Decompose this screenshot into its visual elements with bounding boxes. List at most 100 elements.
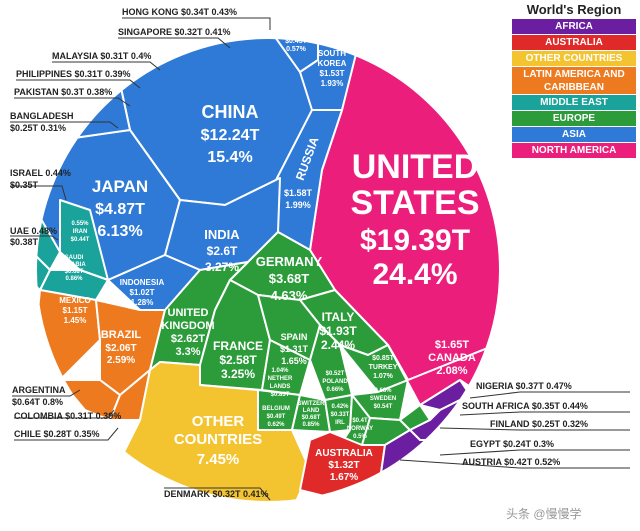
callout-egypt: EGYPT $0.24T 0.3% bbox=[470, 439, 554, 449]
label-no-share: 0.5% bbox=[353, 434, 367, 440]
label-ca-value: $1.65T bbox=[435, 339, 470, 351]
callout-south-africa: SOUTH AFRICA $0.35T 0.44% bbox=[462, 401, 588, 411]
label-nl-name2: LANDS bbox=[270, 384, 291, 390]
label-th-share: 0.57% bbox=[286, 46, 307, 53]
label-nl-share: 1.04% bbox=[271, 368, 289, 374]
label-se-name: SWEDEN bbox=[370, 396, 396, 402]
label-cn-share: 15.4% bbox=[207, 149, 252, 166]
label-it-value: $1.93T bbox=[319, 324, 357, 338]
label-es-value: $1.31T bbox=[280, 344, 309, 354]
callout-uae-value: $0.38T bbox=[10, 237, 39, 247]
label-nl-name1: NETHER bbox=[268, 376, 293, 382]
inside-labels: UNITED STATES $19.39T 24.4% CHINA $12.24… bbox=[59, 30, 479, 483]
label-kr-name2: KOREA bbox=[318, 59, 347, 68]
label-be-value: $0.49T bbox=[267, 414, 286, 420]
label-au-value: $1.32T bbox=[328, 460, 359, 471]
label-be-share: 0.62% bbox=[267, 422, 285, 428]
label-ch-share: 0.85% bbox=[302, 422, 320, 428]
label-cn-name: CHINA bbox=[202, 102, 259, 122]
label-sa-name1: SAUDI bbox=[65, 255, 84, 261]
label-tr-share: 1.07% bbox=[373, 373, 394, 380]
callout-israel-value: $0.35T bbox=[10, 180, 39, 190]
label-th-value: $0.45T bbox=[285, 38, 308, 45]
label-ir-value: $0.44T bbox=[71, 237, 90, 243]
label-fr-share: 3.25% bbox=[221, 367, 255, 381]
legend-item-north-america: NORTH AMERICA bbox=[512, 143, 636, 159]
label-uk-name1: UNITED bbox=[168, 307, 209, 319]
legend-item-europe: EUROPE bbox=[512, 111, 636, 127]
callout-bangladesh-name: BANGLADESH bbox=[10, 111, 74, 121]
label-se-share: 0.68% bbox=[374, 388, 392, 394]
callout-hong-kong: HONG KONG $0.34T 0.43% bbox=[122, 7, 237, 17]
callout-singapore: SINGAPORE $0.32T 0.41% bbox=[118, 27, 231, 37]
label-us-name1: UNITED bbox=[352, 148, 479, 186]
callout-lines bbox=[10, 17, 630, 501]
label-es-share: 1.65% bbox=[281, 356, 307, 366]
legend-title: World's Region bbox=[526, 2, 622, 17]
label-de-name: GERMANY bbox=[256, 254, 323, 269]
label-no-value: $0.4T bbox=[352, 418, 368, 424]
label-br-name: BRAZIL bbox=[101, 329, 142, 341]
label-jp-value: $4.87T bbox=[95, 201, 145, 218]
label-uk-share: 3.3% bbox=[175, 346, 200, 358]
label-us-value: $19.39T bbox=[360, 224, 470, 257]
cell-poland bbox=[309, 324, 353, 401]
legend-item-asia: ASIA bbox=[512, 127, 636, 143]
label-ie-name: IRL bbox=[335, 420, 345, 426]
label-ca-name: CANADA bbox=[428, 352, 476, 364]
label-fr-name: FRANCE bbox=[213, 339, 263, 353]
label-oc-name1: OTHER bbox=[192, 413, 245, 430]
legend-item-africa: AFRICA bbox=[512, 19, 636, 35]
label-th-name: THAILAND bbox=[278, 30, 314, 37]
callout-chile: CHILE $0.28T 0.35% bbox=[14, 429, 100, 439]
label-br-share: 2.59% bbox=[107, 355, 135, 366]
legend-item-australia: AUSTRALIA bbox=[512, 35, 636, 51]
label-kr-name1: SOUTH bbox=[318, 49, 346, 58]
label-se-value: $0.54T bbox=[374, 404, 393, 410]
label-no-name: NORWAY bbox=[347, 426, 373, 432]
callout-argentina-value: $0.64T 0.8% bbox=[12, 397, 63, 407]
callout-denmark: DENMARK $0.32T 0.41% bbox=[164, 489, 269, 499]
label-us-name2: STATES bbox=[350, 184, 479, 222]
label-pl-share: 0.66% bbox=[326, 387, 344, 393]
label-id-value: $1.02T bbox=[130, 288, 155, 297]
label-it-share: 2.44% bbox=[321, 338, 355, 352]
label-au-name: AUSTRALIA bbox=[315, 448, 373, 459]
label-tr-value: $0.85T bbox=[372, 355, 395, 362]
label-mx-value: $1.15T bbox=[63, 306, 88, 315]
label-tr-name: TURKEY bbox=[369, 364, 398, 371]
label-in-value: $2.6T bbox=[207, 244, 238, 258]
label-in-name: INDIA bbox=[204, 227, 240, 242]
label-ie-share: 0.42% bbox=[331, 404, 349, 410]
label-ie-value: $0.33T bbox=[331, 412, 350, 418]
label-jp-name: JAPAN bbox=[92, 177, 148, 196]
chart-rim bbox=[35, 37, 501, 503]
label-es-name: SPAIN bbox=[281, 332, 308, 342]
label-ru-value: $1.58T bbox=[284, 188, 313, 198]
callout-colombia: COLOMBIA $0.31T 0.39% bbox=[14, 411, 121, 421]
callout-malaysia: MALAYSIA $0.31T 0.4% bbox=[52, 51, 151, 61]
label-ca-share: 2.08% bbox=[436, 365, 467, 377]
label-pl-name: POLAND bbox=[322, 379, 348, 385]
callout-bangladesh-value: $0.25T 0.31% bbox=[10, 123, 66, 133]
callout-nigeria: NIGERIA $0.37T 0.47% bbox=[476, 381, 572, 391]
label-fr-value: $2.58T bbox=[219, 353, 257, 367]
callout-labels: HONG KONG $0.34T 0.43% SINGAPORE $0.32T … bbox=[10, 7, 588, 499]
label-ch-name1: SWITZER bbox=[298, 401, 326, 407]
label-id-name: INDONESIA bbox=[120, 278, 165, 287]
legend-item-latin-america: LATIN AMERICA AND CARIBBEAN bbox=[512, 67, 636, 95]
label-ch-value: $0.68T bbox=[302, 415, 321, 421]
callout-finland: FINLAND $0.25T 0.32% bbox=[490, 419, 588, 429]
label-id-share: 1.28% bbox=[131, 298, 154, 307]
label-uk-value: $2.62T bbox=[171, 333, 206, 345]
label-ir-name: IRAN bbox=[73, 229, 88, 235]
label-oc-share: 7.45% bbox=[197, 451, 240, 468]
label-sa-value: $0.68T bbox=[65, 269, 84, 275]
label-sa-name2: ARABIA bbox=[62, 262, 86, 268]
label-de-share: 4.63% bbox=[271, 288, 308, 303]
label-kr-share: 1.93% bbox=[321, 79, 344, 88]
label-mx-name: MEXICO bbox=[59, 296, 91, 305]
callout-uae-name: UAE 0.48% bbox=[10, 226, 57, 236]
label-br-value: $2.06T bbox=[105, 343, 136, 354]
